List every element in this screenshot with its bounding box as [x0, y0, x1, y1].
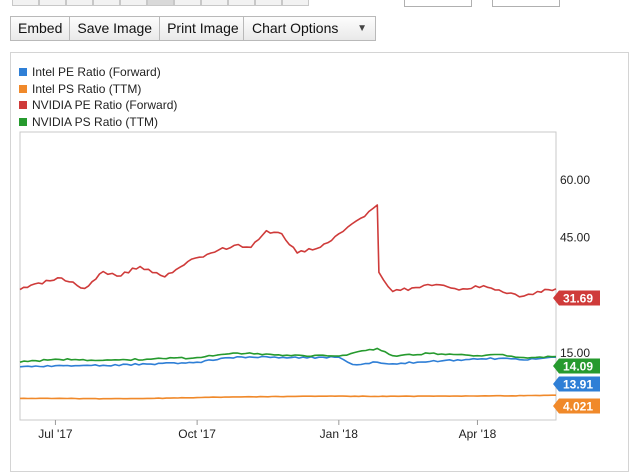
period-button[interactable] — [120, 0, 147, 6]
period-button[interactable] — [66, 0, 93, 6]
last-value-tag-shape — [553, 358, 600, 374]
series-line-intel-ps — [19, 394, 556, 400]
start-date-input[interactable] — [404, 0, 472, 7]
last-value-tag-nvidia-ps: 14.09 — [553, 358, 600, 374]
y-tick-label: 60.00 — [560, 173, 590, 187]
end-date-input[interactable] — [492, 0, 560, 7]
last-value-tag-nvidia-pe: 31.69 — [553, 290, 600, 306]
period-button[interactable] — [93, 0, 120, 6]
y-tick-label: 15.00 — [560, 346, 590, 360]
period-button[interactable] — [12, 0, 39, 6]
legend-swatch — [19, 68, 27, 77]
legend-item-nvidia-ps[interactable]: NVIDIA PS Ratio (TTM) — [19, 114, 177, 131]
series-line-nvidia-pe — [19, 204, 557, 298]
last-value-tag-shape — [553, 376, 600, 392]
legend-label: NVIDIA PS Ratio (TTM) — [32, 114, 159, 129]
legend-item-nvidia-pe[interactable]: NVIDIA PE Ratio (Forward) — [19, 97, 177, 114]
period-button[interactable] — [282, 0, 309, 6]
period-button[interactable] — [39, 0, 66, 6]
print-image-button[interactable]: Print Image — [160, 16, 247, 41]
last-value-label: 13.91 — [563, 378, 593, 392]
last-value-tag-shape — [553, 290, 600, 306]
chevron-down-icon: ▼ — [357, 23, 367, 34]
x-tick-label: Oct '17 — [178, 427, 216, 441]
x-tick-label: Jan '18 — [320, 427, 359, 441]
legend-label: NVIDIA PE Ratio (Forward) — [32, 98, 178, 112]
last-value-tag-intel-ps: 4.021 — [553, 398, 600, 414]
x-tick-label: Apr '18 — [459, 427, 497, 441]
chart-options-label: Chart Options — [252, 20, 339, 36]
plot-frame — [19, 131, 557, 421]
legend-swatch — [19, 84, 27, 93]
last-value-tag-shape — [553, 398, 600, 414]
last-value-label: 31.69 — [563, 292, 593, 306]
last-value-tag-intel-pe: 13.91 — [553, 376, 600, 392]
series-line-nvidia-ps — [19, 347, 557, 363]
legend-item-intel-ps[interactable]: Intel PS Ratio (TTM) — [19, 81, 177, 98]
embed-button[interactable]: Embed — [10, 16, 71, 41]
chart-toolbar: Embed Save Image Print Image — [10, 16, 247, 41]
last-value-label: 4.021 — [563, 400, 593, 414]
chart-options-dropdown[interactable]: Chart Options ▼ — [243, 16, 376, 41]
period-button[interactable] — [174, 0, 201, 6]
chart-legend: Intel PE Ratio (Forward) Intel PS Ratio … — [19, 64, 177, 130]
series-line-intel-pe — [19, 355, 557, 368]
save-image-button[interactable]: Save Image — [70, 16, 161, 41]
period-button[interactable] — [228, 0, 255, 6]
legend-label: Intel PE Ratio (Forward) — [32, 65, 161, 79]
period-button[interactable] — [255, 0, 282, 6]
y-tick-label: 45.00 — [560, 231, 590, 245]
legend-swatch — [19, 117, 27, 126]
legend-item-intel-pe[interactable]: Intel PE Ratio (Forward) — [19, 64, 177, 81]
chart-plot: Jul '17 Oct '17 Jan '18 Apr '18 15.00 45.00 60… — [19, 131, 600, 441]
x-tick-label: Jul '17 — [38, 427, 73, 441]
legend-swatch — [19, 101, 27, 110]
period-button-active[interactable] — [147, 0, 174, 6]
period-selector-strip — [0, 0, 640, 8]
legend-label: Intel PS Ratio (TTM) — [32, 81, 142, 96]
period-button[interactable] — [201, 0, 228, 6]
last-value-label: 14.09 — [563, 360, 593, 374]
